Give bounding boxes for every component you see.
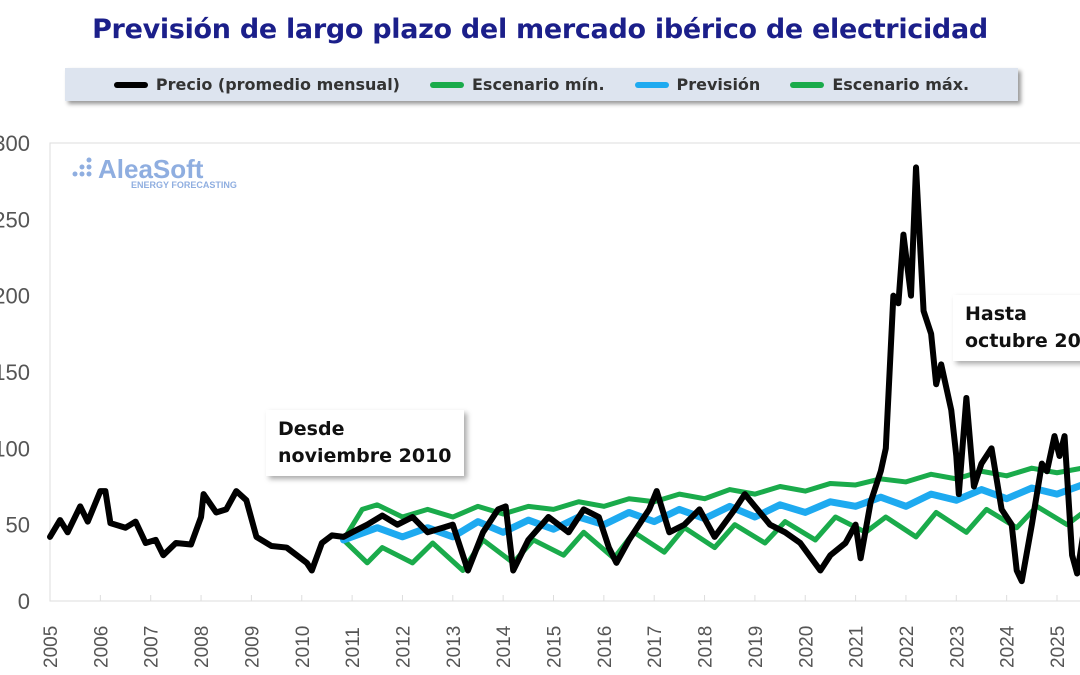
- x-tick-label: 2006: [91, 626, 112, 668]
- logo-tagline: ENERGY FORECASTING: [131, 180, 237, 190]
- x-tick-label: 2020: [796, 626, 817, 668]
- x-tick-label: 2025: [1048, 626, 1069, 668]
- annotation-start: Desde noviembre 2010: [266, 410, 464, 476]
- legend-swatch: [429, 81, 464, 88]
- legend-swatch: [634, 81, 669, 88]
- plot-area: [49, 142, 1080, 602]
- legend-swatch: [113, 81, 148, 88]
- x-tick-label: 2010: [293, 626, 314, 668]
- x-tick-label: 2007: [142, 626, 163, 668]
- legend-swatch: [790, 81, 825, 88]
- y-tick-label: 300: [0, 131, 30, 156]
- x-tick-label: 2008: [192, 626, 213, 668]
- aleasoft-logo: AleaSoft ENERGY FORECASTING: [72, 154, 237, 190]
- x-tick-label: 2021: [847, 626, 868, 668]
- x-tick-label: 2022: [897, 626, 918, 668]
- x-tick-label: 2023: [947, 626, 968, 668]
- x-tick-label: 2009: [242, 626, 263, 668]
- x-tick-label: 2017: [645, 626, 666, 668]
- chart-title: Previsión de largo plazo del mercado ibé…: [92, 14, 988, 45]
- series-line-0: [47, 164, 1080, 585]
- x-tick-label: 2016: [595, 626, 616, 668]
- y-tick-label: 250: [0, 207, 30, 232]
- x-tick-label: 2005: [41, 626, 62, 668]
- x-tick-label: 2018: [696, 626, 717, 668]
- legend-item-forecast: Previsión: [634, 75, 761, 94]
- x-tick-label: 2011: [343, 627, 364, 668]
- y-tick-label: 150: [0, 360, 30, 385]
- legend-label: Escenario máx.: [832, 75, 970, 94]
- x-tick-label: 2019: [746, 626, 767, 668]
- legend-item-price: Precio (promedio mensual): [113, 75, 400, 94]
- y-tick-label: 50: [6, 513, 30, 538]
- legend: Precio (promedio mensual) Escenario mín.…: [65, 68, 1018, 101]
- annotation-text: Hasta: [965, 303, 1027, 325]
- y-tick-label: 200: [0, 284, 30, 309]
- y-tick-label: 100: [0, 436, 30, 461]
- x-tick-label: 2013: [444, 626, 465, 668]
- legend-item-max: Escenario máx.: [790, 75, 969, 94]
- series-line-1: [341, 503, 1080, 573]
- y-tick-label: 0: [18, 589, 30, 614]
- x-tick-label: 2024: [998, 625, 1019, 668]
- annotation-end: Hasta octubre 202: [953, 295, 1080, 361]
- x-tick-label: 2015: [545, 626, 566, 668]
- series-line-2: [340, 482, 1080, 544]
- legend-item-min: Escenario mín.: [429, 75, 605, 94]
- annotation-text: octubre 202: [965, 330, 1080, 352]
- x-tick-label: 2012: [393, 626, 414, 668]
- x-tick-label: 2014: [494, 625, 515, 668]
- logo-name: AleaSoft: [98, 154, 204, 184]
- legend-label: Precio (promedio mensual): [155, 75, 400, 94]
- legend-label: Escenario mín.: [471, 75, 605, 94]
- legend-label: Previsión: [676, 75, 761, 94]
- annotation-text: Desde: [278, 418, 345, 440]
- annotation-text: noviembre 2010: [278, 445, 452, 467]
